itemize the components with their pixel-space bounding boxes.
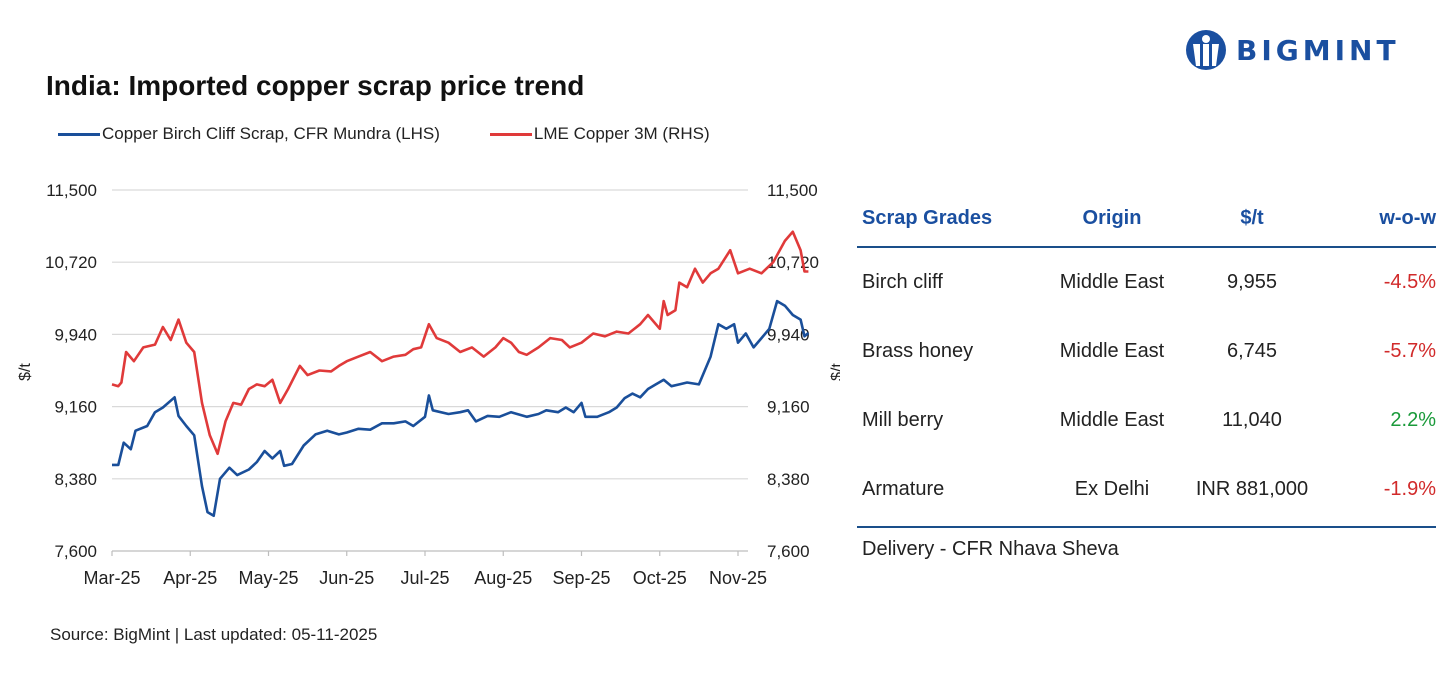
- scrap-grades-table: Scrap Grades Origin $/t w-o-w Birch clif…: [857, 190, 1436, 561]
- y-tick-label-right: 11,500: [767, 181, 818, 200]
- table-row: Birch cliff Middle East 9,955 -4.5%: [857, 248, 1436, 317]
- y-tick-label-left: 9,940: [54, 325, 97, 344]
- legend-label-lme-copper: LME Copper 3M (RHS): [533, 124, 710, 143]
- cell-origin: Middle East: [1059, 271, 1165, 293]
- x-tick-label: Jul-25: [400, 568, 449, 588]
- cell-origin: Ex Delhi: [1074, 478, 1150, 500]
- cell-wow: -1.9%: [1383, 478, 1436, 500]
- bigmint-logo-icon: [1186, 30, 1226, 70]
- x-tick-label: Nov-25: [709, 568, 767, 588]
- x-tick-label: Mar-25: [83, 568, 140, 588]
- cell-price: 11,040: [1222, 409, 1282, 431]
- legend-item-birch-cliff: Copper Birch Cliff Scrap, CFR Mundra (LH…: [58, 124, 440, 144]
- header-origin: Origin: [1082, 206, 1142, 229]
- y-tick-label-right: 9,940: [767, 325, 810, 344]
- series-line-birch-cliff: [112, 299, 810, 518]
- cell-wow: -4.5%: [1383, 271, 1436, 293]
- cell-grade: Birch cliff: [862, 271, 943, 293]
- cell-price: 6,745: [1226, 340, 1278, 362]
- table-header-row: Scrap Grades Origin $/t w-o-w: [857, 190, 1436, 248]
- cell-grade: Mill berry: [862, 409, 944, 431]
- chart-legend: Copper Birch Cliff Scrap, CFR Mundra (LH…: [58, 124, 760, 144]
- y-tick-label-right: 8,380: [767, 470, 810, 489]
- cell-wow: -5.7%: [1383, 340, 1436, 362]
- header-scrap-grades: Scrap Grades: [862, 206, 993, 229]
- table-row: Armature Ex Delhi INR 881,000 -1.9%: [857, 455, 1436, 524]
- x-tick-label: May-25: [238, 568, 298, 588]
- y-axis-label-right: $/t: [829, 363, 840, 381]
- legend-swatch-birch-cliff: [58, 132, 100, 136]
- cell-grade: Armature: [862, 478, 945, 500]
- y-tick-label-left: 7,600: [54, 542, 97, 561]
- x-tick-label: Sep-25: [552, 568, 610, 588]
- y-tick-label-left: 8,380: [54, 470, 97, 489]
- chart-title: India: Imported copper scrap price trend: [46, 70, 585, 101]
- y-tick-label-right: 10,720: [767, 253, 819, 272]
- header-wow: w-o-w: [1379, 206, 1436, 229]
- cell-wow: 2.2%: [1390, 409, 1436, 431]
- cell-grade: Brass honey: [862, 340, 974, 362]
- legend-item-lme-copper: LME Copper 3M (RHS): [489, 124, 710, 144]
- source-note: Source: BigMint | Last updated: 05-11-20…: [50, 625, 378, 644]
- x-tick-label: Aug-25: [474, 568, 532, 588]
- x-tick-label: Oct-25: [633, 568, 687, 588]
- table-footer-delivery: Delivery - CFR Nhava Sheva: [857, 526, 1436, 561]
- x-tick-label: Apr-25: [163, 568, 217, 588]
- table-row: Brass honey Middle East 6,745 -5.7%: [857, 317, 1436, 386]
- y-tick-label-left: 10,720: [45, 253, 97, 272]
- cell-origin: Middle East: [1059, 340, 1165, 362]
- y-axis-label-left: $/t: [17, 363, 34, 381]
- cell-price: INR 881,000: [1195, 478, 1309, 500]
- series-line-lme-copper: [111, 230, 809, 456]
- y-tick-label-right: 9,160: [767, 398, 810, 417]
- cell-price: 9,955: [1226, 271, 1278, 293]
- bigmint-logo-text: BIGMINT: [1236, 33, 1400, 67]
- y-tick-label-left: 11,500: [46, 181, 97, 200]
- y-tick-label-left: 9,160: [54, 398, 97, 417]
- header-price: $/t: [1240, 206, 1264, 229]
- legend-label-birch-cliff: Copper Birch Cliff Scrap, CFR Mundra (LH…: [102, 124, 440, 143]
- table-row: Mill berry Middle East 11,040 2.2%: [857, 386, 1436, 455]
- bigmint-logo: BIGMINT: [1184, 28, 1400, 72]
- y-tick-label-right: 7,600: [767, 542, 810, 561]
- legend-swatch-lme-copper: [489, 132, 532, 136]
- price-trend-chart: 11,500 11,500 10,720 10,720 9,940 9,940 9,160 9…: [17, 181, 840, 588]
- cell-origin: Middle East: [1059, 409, 1165, 431]
- x-tick-label: Jun-25: [319, 568, 374, 588]
